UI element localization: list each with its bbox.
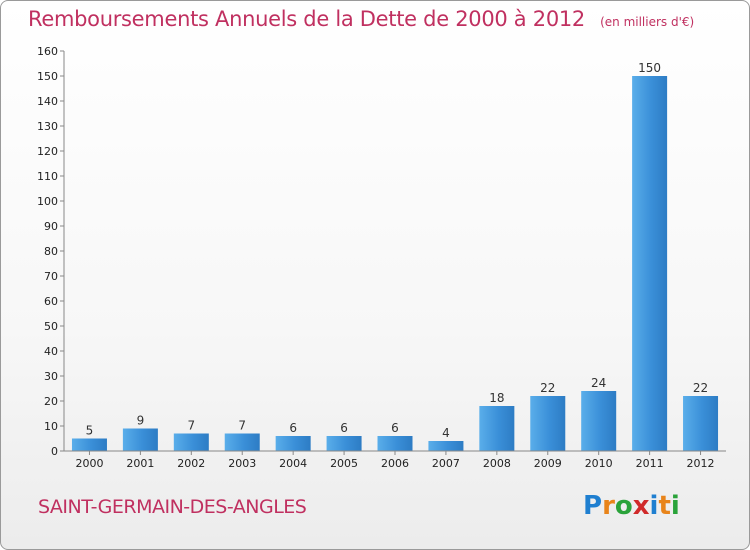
logo-letter: i — [649, 491, 659, 521]
data-label-2012: 22 — [693, 381, 708, 395]
x-tick-label-2001: 2001 — [126, 457, 154, 470]
bar-2010 — [581, 391, 617, 451]
bar-2008 — [479, 406, 515, 451]
x-tick-label-2006: 2006 — [381, 457, 409, 470]
title-row: Remboursements Annuels de la Dette de 20… — [28, 7, 694, 31]
x-tick-label-2007: 2007 — [432, 457, 460, 470]
y-tick-label: 110 — [37, 170, 58, 183]
x-tick-label-2012: 2012 — [687, 457, 715, 470]
bar-2009 — [530, 396, 566, 451]
y-tick-label: 120 — [37, 145, 58, 158]
logo-letter: x — [632, 491, 650, 521]
bar-2012 — [683, 396, 719, 451]
y-tick-label: 100 — [37, 195, 58, 208]
bar-2000 — [71, 438, 107, 451]
x-tick-label-2010: 2010 — [585, 457, 613, 470]
x-tick-label-2004: 2004 — [279, 457, 307, 470]
y-tick-label: 50 — [44, 320, 58, 333]
data-label-2005: 6 — [340, 421, 348, 435]
data-label-2008: 18 — [489, 391, 504, 405]
y-tick-label: 160 — [37, 45, 58, 58]
y-tick-label: 0 — [51, 445, 58, 458]
y-axis: 0 10 20 30 40 50 60 70 80 90 100 110 120 130 140 150 160 — [37, 45, 65, 458]
chart-subtitle: (en milliers d'€) — [600, 15, 695, 29]
logo-letter: i — [670, 491, 680, 521]
y-tick-label: 40 — [44, 345, 58, 358]
y-tick-label: 10 — [44, 420, 58, 433]
data-label-2003: 7 — [238, 419, 246, 433]
x-tick-label-2002: 2002 — [177, 457, 205, 470]
data-label-2006: 6 — [391, 421, 399, 435]
bar-2006 — [377, 436, 413, 451]
logo-letter: r — [602, 491, 615, 521]
y-tick-label: 20 — [44, 395, 58, 408]
commune-name: SAINT-GERMAIN-DES-ANGLES — [38, 496, 307, 518]
data-label-2007: 4 — [442, 426, 450, 440]
data-label-2002: 7 — [187, 419, 195, 433]
y-tick-label: 150 — [37, 70, 58, 83]
data-label-2010: 24 — [591, 376, 606, 390]
bar-2005 — [326, 436, 362, 451]
y-tick-label: 30 — [44, 370, 58, 383]
data-label-2004: 6 — [289, 421, 297, 435]
bars: 5 9 7 7 6 6 6 4 18 22 24 150 22 — [71, 61, 719, 451]
data-label-2001: 9 — [137, 414, 145, 428]
y-tick-label: 130 — [37, 120, 58, 133]
x-axis: 2000 2001 2002 2003 2004 2005 2006 2007 2008 2009… — [64, 450, 726, 470]
bar-2003 — [224, 433, 260, 451]
y-tick-label: 60 — [44, 295, 58, 308]
x-tick-label-2005: 2005 — [330, 457, 358, 470]
chart-title: Remboursements Annuels de la Dette de 20… — [28, 7, 585, 31]
bar-2002 — [173, 433, 209, 451]
bar-2011 — [632, 76, 668, 451]
bar-2004 — [275, 436, 311, 451]
logo-letter: o — [614, 491, 633, 521]
data-label-2009: 22 — [540, 381, 555, 395]
logo-letter: P — [583, 491, 603, 521]
logo-letter: t — [658, 491, 671, 521]
x-tick-label-2009: 2009 — [534, 457, 562, 470]
data-label-2011: 150 — [638, 61, 661, 75]
x-tick-label-2008: 2008 — [483, 457, 511, 470]
y-tick-label: 70 — [44, 270, 58, 283]
proxiti-logo: Proxiti — [583, 491, 680, 521]
y-tick-label: 140 — [37, 95, 58, 108]
data-label-2000: 5 — [86, 424, 94, 438]
y-tick-label: 80 — [44, 245, 58, 258]
bar-2001 — [122, 428, 158, 451]
x-tick-label-2003: 2003 — [228, 457, 256, 470]
bar-2007 — [428, 441, 464, 451]
y-tick-label: 90 — [44, 220, 58, 233]
x-tick-label-2011: 2011 — [636, 457, 664, 470]
x-tick-label-2000: 2000 — [75, 457, 103, 470]
